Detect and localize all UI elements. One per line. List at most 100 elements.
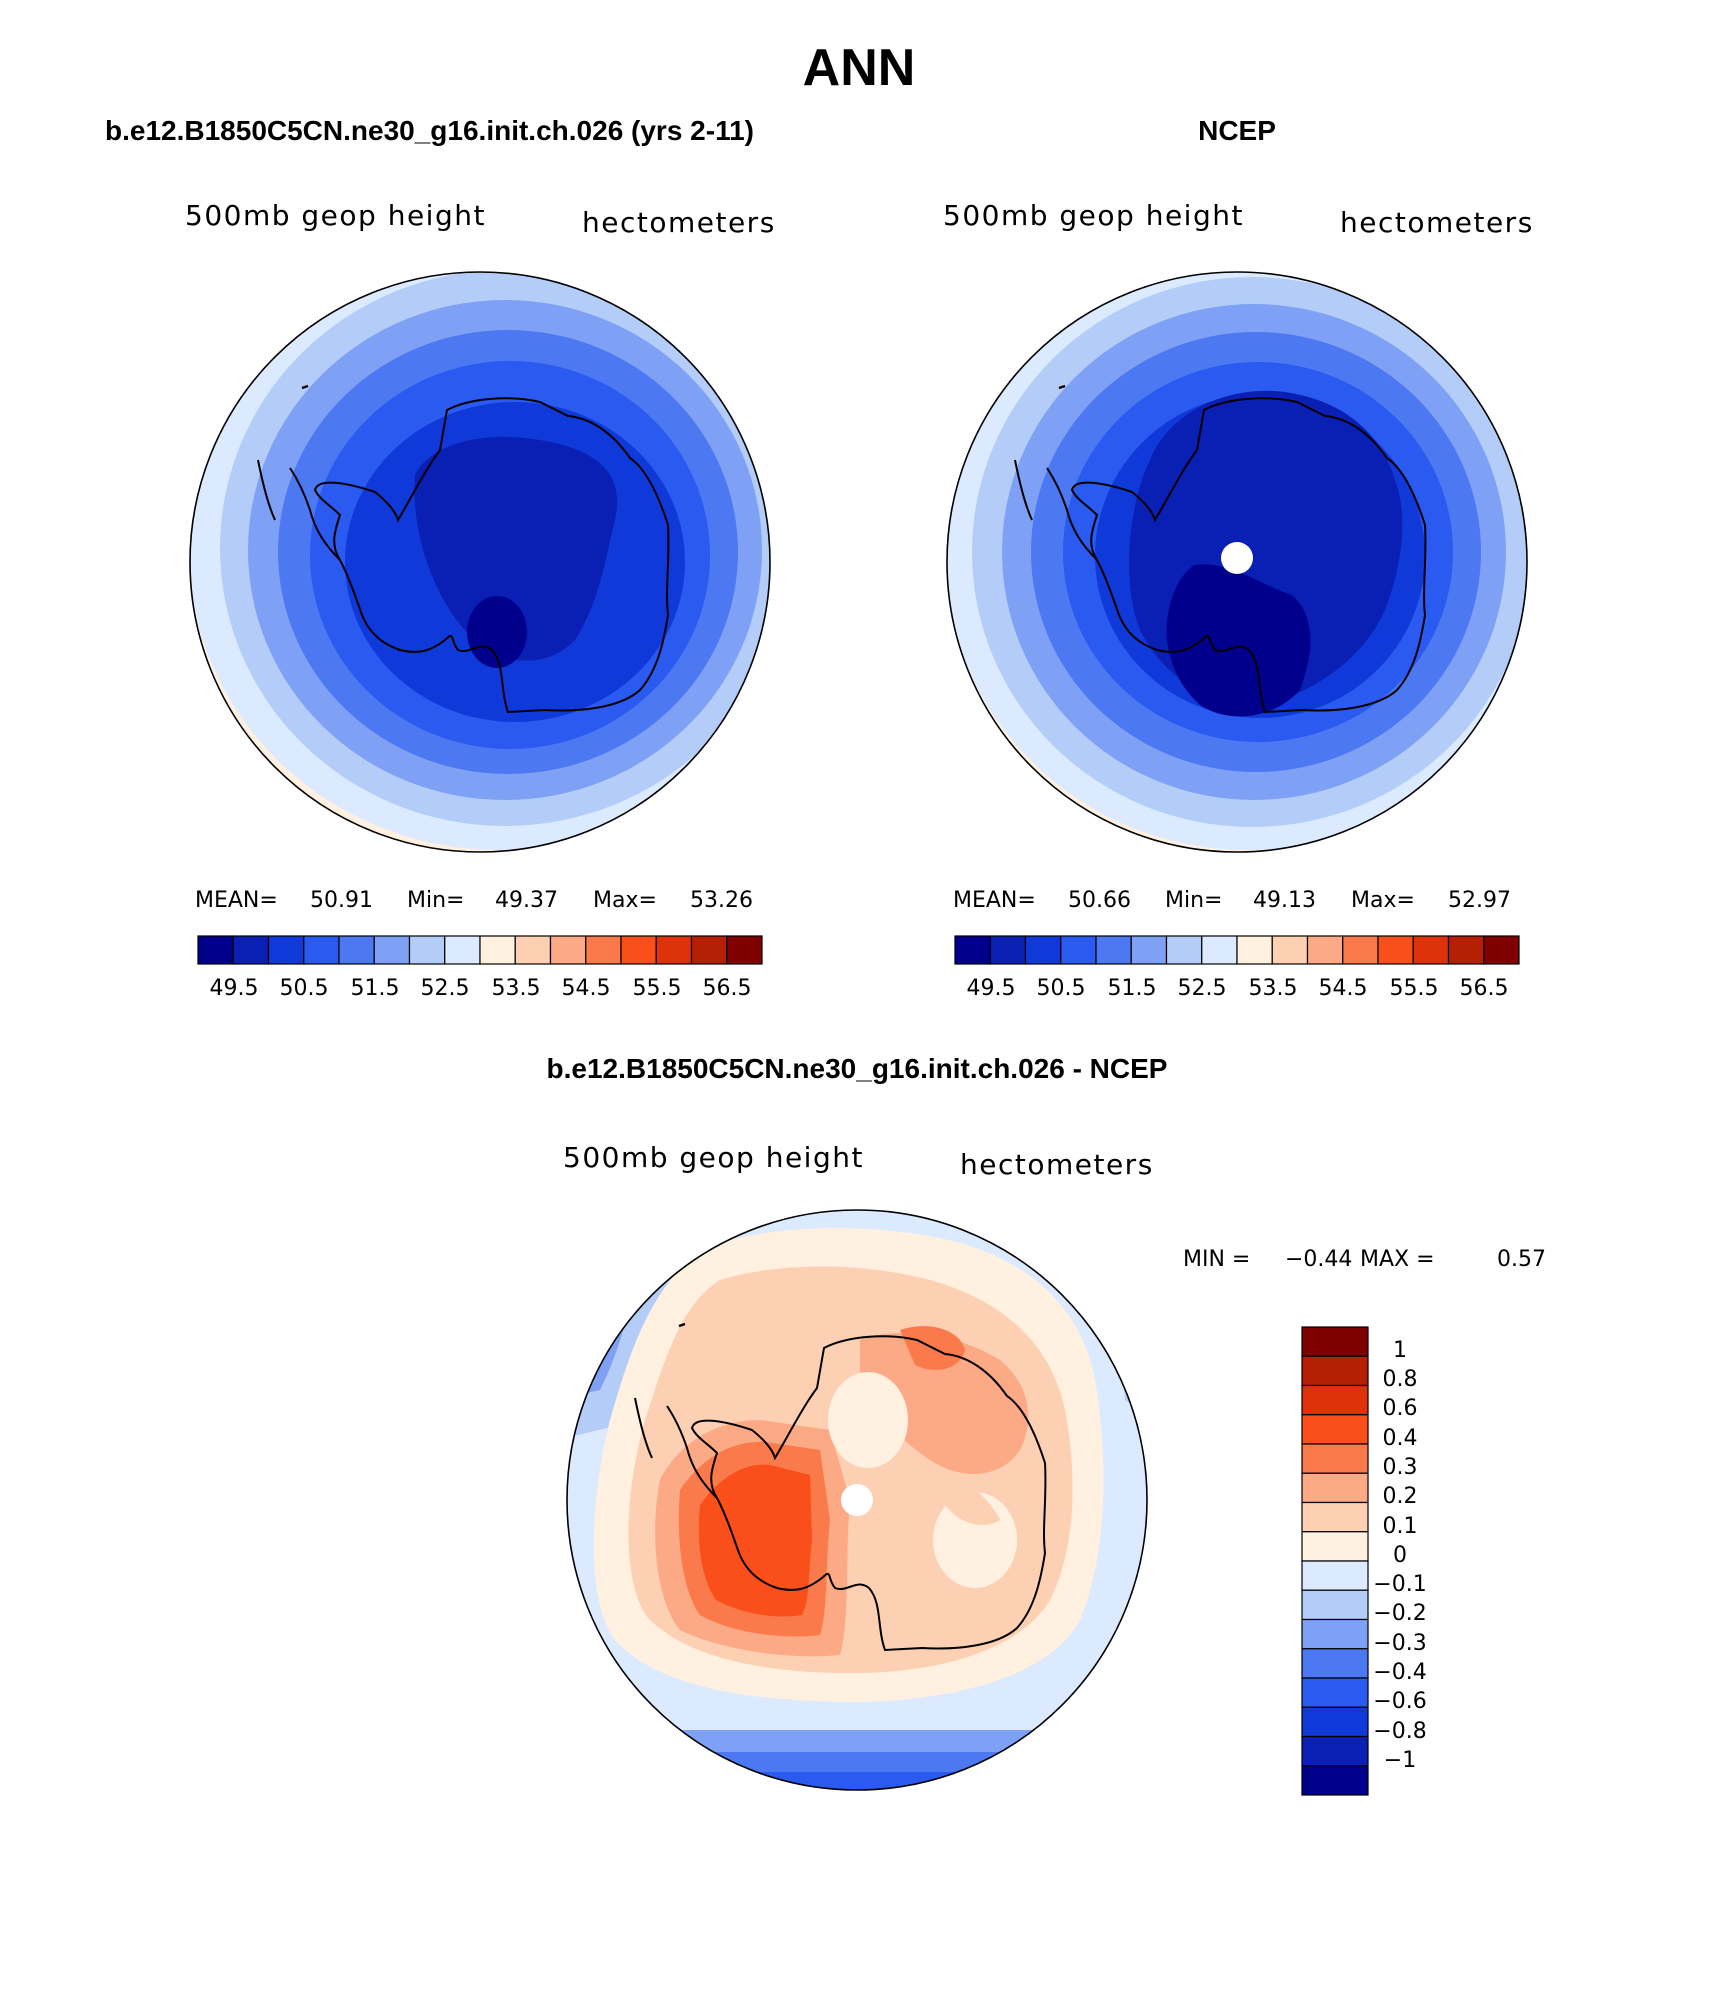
colorbar-swatch <box>1301 1677 1369 1708</box>
colorbar-swatch <box>444 935 481 965</box>
colorbar-swatch <box>1377 935 1414 965</box>
panel-obs-mean: 50.66 <box>1068 888 1131 913</box>
panel-obs-max-label: Max= <box>1351 888 1415 913</box>
colorbar-swatch <box>1301 1414 1369 1445</box>
panel-obs-min: 49.13 <box>1253 888 1316 913</box>
colorbar-swatch <box>303 935 340 965</box>
colorbar-diff <box>1301 1326 1369 1796</box>
colorbar-swatch <box>514 935 552 965</box>
colorbar-diff-label: −0.3 <box>1373 1631 1426 1656</box>
colorbar-swatch <box>1301 1355 1369 1387</box>
pole-hole-diff <box>841 1484 873 1516</box>
colorbar-diff-label: −0.2 <box>1373 1601 1426 1626</box>
panel-diff-min: −0.44 <box>1285 1247 1352 1272</box>
colorbar-diff-label: 1 <box>1393 1338 1407 1363</box>
antarctica-coastline-model <box>206 384 670 714</box>
colorbar-swatch <box>954 935 991 965</box>
map-diff-border <box>566 1209 1148 1791</box>
panel-obs-min-label: Min= <box>1165 888 1222 913</box>
colorbar-swatch <box>1447 935 1485 965</box>
colorbar-swatch <box>1342 935 1379 965</box>
colorbar-diff-label: 0.1 <box>1383 1514 1418 1539</box>
panel-model-units: hectometers <box>582 206 776 239</box>
colorbar-model-label: 50.5 <box>280 976 329 1001</box>
panel-obs: NCEP 500mb geop height hectometers MEAN=… <box>943 115 1534 1001</box>
colorbar-swatch <box>479 935 516 965</box>
colorbar-swatch <box>1024 935 1062 965</box>
colorbar-swatch <box>232 935 270 965</box>
panel-obs-variable: 500mb geop height <box>943 199 1244 232</box>
colorbar-swatch <box>1301 1589 1369 1621</box>
colorbar-swatch <box>989 935 1027 965</box>
colorbar-swatch <box>1236 935 1273 965</box>
colorbar-obs-label: 55.5 <box>1390 976 1439 1001</box>
panel-diff-min-label: MIN = <box>1183 1247 1250 1272</box>
colorbar-swatch <box>1301 1618 1369 1650</box>
colorbar-model-label: 49.5 <box>210 976 259 1001</box>
panel-model-min-label: Min= <box>407 888 464 913</box>
colorbar-diff-label: 0.8 <box>1383 1367 1418 1392</box>
panel-diff-variable: 500mb geop height <box>563 1141 864 1174</box>
panel-diff-max-label: MAX = <box>1360 1247 1435 1272</box>
colorbar-model-label: 51.5 <box>351 976 400 1001</box>
colorbar-obs-label: 52.5 <box>1178 976 1227 1001</box>
colorbar-diff-label: −0.4 <box>1373 1660 1426 1685</box>
colorbar-obs-label: 49.5 <box>967 976 1016 1001</box>
colorbar-diff-label: −0.8 <box>1373 1719 1426 1744</box>
colorbar-swatch <box>585 935 622 965</box>
panel-diff-units: hectometers <box>960 1148 1154 1181</box>
map-obs <box>947 272 1527 852</box>
panel-obs-units: hectometers <box>1340 206 1534 239</box>
antarctica-coastline-diff <box>583 1322 1047 1652</box>
colorbar-swatch <box>267 935 305 965</box>
map-obs-border <box>946 271 1528 853</box>
colorbar-swatch <box>1301 1472 1369 1504</box>
colorbar-swatch <box>1301 1706 1369 1738</box>
colorbar-swatch <box>726 935 763 965</box>
panel-model-max-label: Max= <box>593 888 657 913</box>
panel-model-max: 53.26 <box>690 888 753 913</box>
page-title: ANN <box>803 39 916 97</box>
colorbar-swatch <box>1483 935 1520 965</box>
colorbar-diff-label: 0 <box>1393 1543 1407 1568</box>
colorbar-swatch <box>408 935 446 965</box>
colorbar-diff-label: 0.2 <box>1383 1484 1418 1509</box>
panel-obs-max: 52.97 <box>1448 888 1511 913</box>
colorbar-diff-label: −1 <box>1384 1748 1416 1773</box>
colorbar-swatch <box>655 935 693 965</box>
colorbar-swatch <box>1165 935 1203 965</box>
colorbar-swatch <box>690 935 728 965</box>
colorbar-swatch <box>1301 1443 1369 1474</box>
panel-model-mean-label: MEAN= <box>195 888 278 913</box>
panel-model: b.e12.B1850C5CN.ne30_g16.init.ch.026 (yr… <box>105 115 776 1001</box>
colorbar-swatch <box>1301 1648 1369 1679</box>
panel-obs-header: NCEP <box>1198 115 1276 146</box>
colorbar-model-label: 54.5 <box>562 976 611 1001</box>
colorbar-diff-labels: 1 0.8 0.6 0.4 0.3 0.2 0.1 0 −0.1 −0.2 −0… <box>1373 1338 1426 1773</box>
colorbar-swatch <box>1060 935 1097 965</box>
colorbar-swatch <box>620 935 657 965</box>
colorbar-obs-label: 51.5 <box>1108 976 1157 1001</box>
map-model <box>190 272 770 852</box>
panel-diff: b.e12.B1850C5CN.ne30_g16.init.ch.026 - N… <box>547 1053 1546 1796</box>
colorbar-swatch <box>1301 1735 1369 1767</box>
colorbar-diff-label: −0.1 <box>1373 1572 1426 1597</box>
colorbar-model-label: 52.5 <box>421 976 470 1001</box>
colorbar-diff-label: 0.4 <box>1383 1426 1418 1451</box>
panel-diff-max: 0.57 <box>1497 1247 1546 1272</box>
colorbar-model-label: 55.5 <box>633 976 682 1001</box>
colorbar-obs-label: 53.5 <box>1249 976 1298 1001</box>
colorbar-obs-label: 50.5 <box>1037 976 1086 1001</box>
colorbar-obs <box>954 935 1520 965</box>
panel-model-min: 49.37 <box>495 888 558 913</box>
colorbar-diff-label: 0.3 <box>1383 1455 1418 1480</box>
colorbar-swatch <box>338 935 375 965</box>
colorbar-obs-labels: 49.5 50.5 51.5 52.5 53.5 54.5 55.5 56.5 <box>967 976 1509 1001</box>
colorbar-model-label: 56.5 <box>703 976 752 1001</box>
colorbar-swatch <box>1301 1326 1369 1357</box>
colorbar-swatch <box>1301 1384 1369 1416</box>
panel-model-mean: 50.91 <box>310 888 373 913</box>
colorbar-swatch <box>1412 935 1450 965</box>
colorbar-diff-label: −0.6 <box>1373 1689 1426 1714</box>
